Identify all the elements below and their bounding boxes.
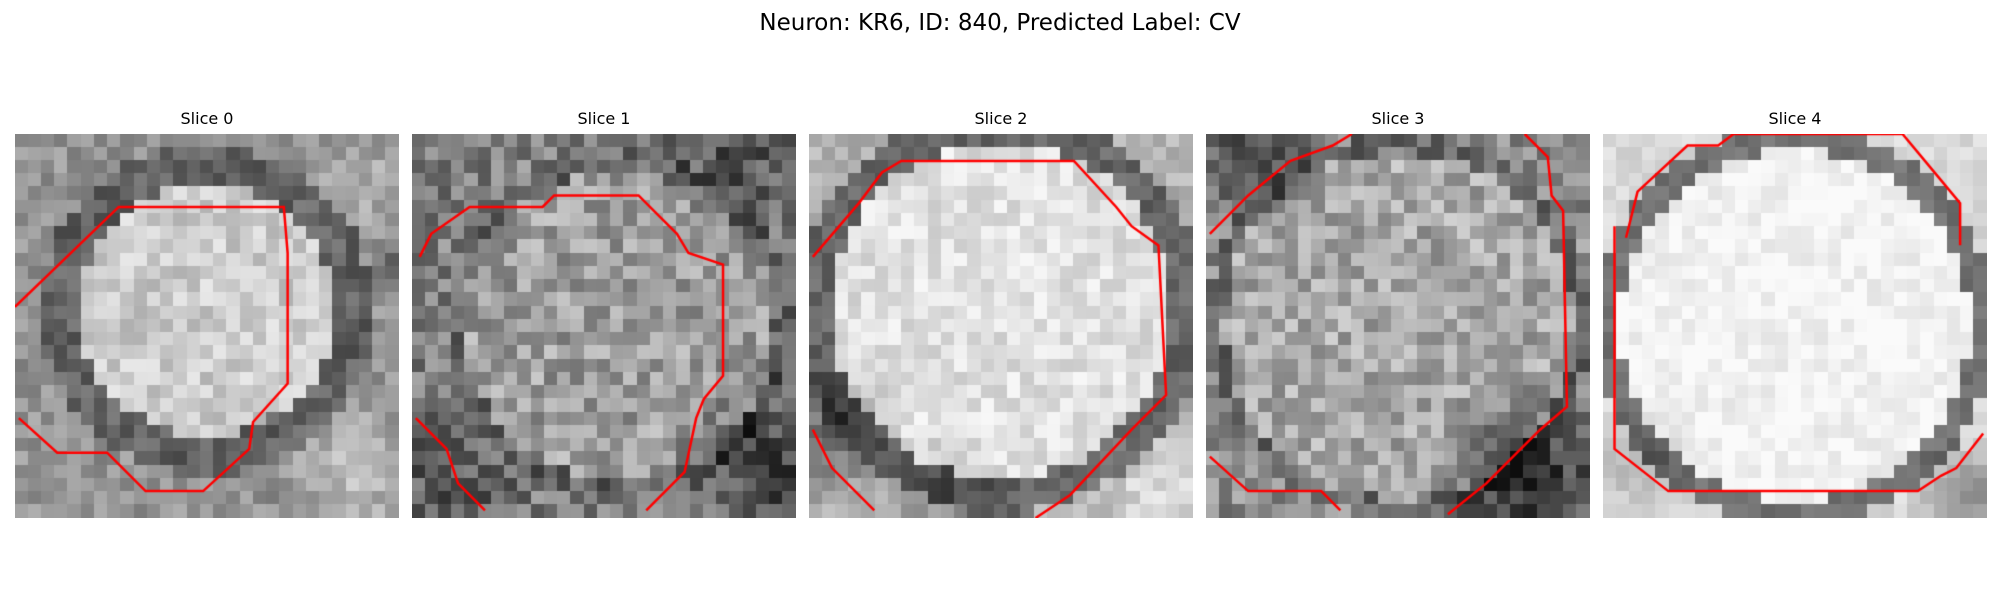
slice-panel-3: Slice 3: [1206, 108, 1590, 518]
slice-panel-4: Slice 4: [1603, 108, 1987, 518]
slice-title: Slice 2: [974, 109, 1028, 128]
slice-title: Slice 3: [1371, 109, 1425, 128]
slice-title: Slice 1: [577, 109, 631, 128]
figure-title: Neuron: KR6, ID: 840, Predicted Label: C…: [759, 10, 1241, 36]
slice-image: [1603, 134, 1987, 518]
slice-title: Slice 4: [1768, 109, 1822, 128]
slice-panel-2: Slice 2: [809, 108, 1193, 518]
slice-image: [1206, 134, 1590, 518]
slice-image: [15, 134, 399, 518]
slice-panel-0: Slice 0: [15, 108, 399, 518]
slice-image: [809, 134, 1193, 518]
slice-panel-1: Slice 1: [412, 108, 796, 518]
slice-title: Slice 0: [180, 109, 234, 128]
slice-image: [412, 134, 796, 518]
